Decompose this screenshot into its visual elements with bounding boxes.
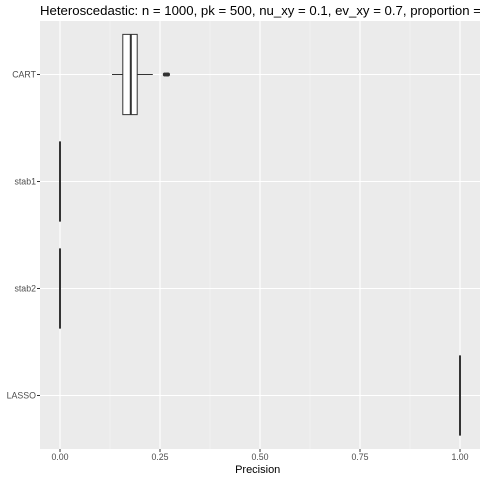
axis-layer: 0.00 0.25 0.50 0.75 1.00 CART stab1 stab2 LASSO bbox=[7, 70, 469, 463]
y-tick-label: CART bbox=[12, 70, 36, 80]
x-tick-label: 0.25 bbox=[151, 452, 168, 462]
x-tick-label: 0.75 bbox=[351, 452, 368, 462]
outlier-point bbox=[166, 72, 170, 77]
box-layer bbox=[59, 33, 461, 436]
x-tick-label: 0.50 bbox=[251, 452, 268, 462]
x-tick-label: 0.00 bbox=[51, 452, 68, 462]
x-axis-title: Precision bbox=[235, 464, 280, 476]
x-tick-label: 1.00 bbox=[451, 452, 468, 462]
y-tick-label: stab1 bbox=[14, 177, 36, 187]
y-tick-label: stab2 bbox=[14, 284, 36, 294]
y-tick-label: LASSO bbox=[7, 391, 36, 401]
chart-title: Heteroscedastic: n = 1000, pk = 500, nu_… bbox=[40, 3, 480, 18]
grid-lines bbox=[40, 21, 480, 449]
